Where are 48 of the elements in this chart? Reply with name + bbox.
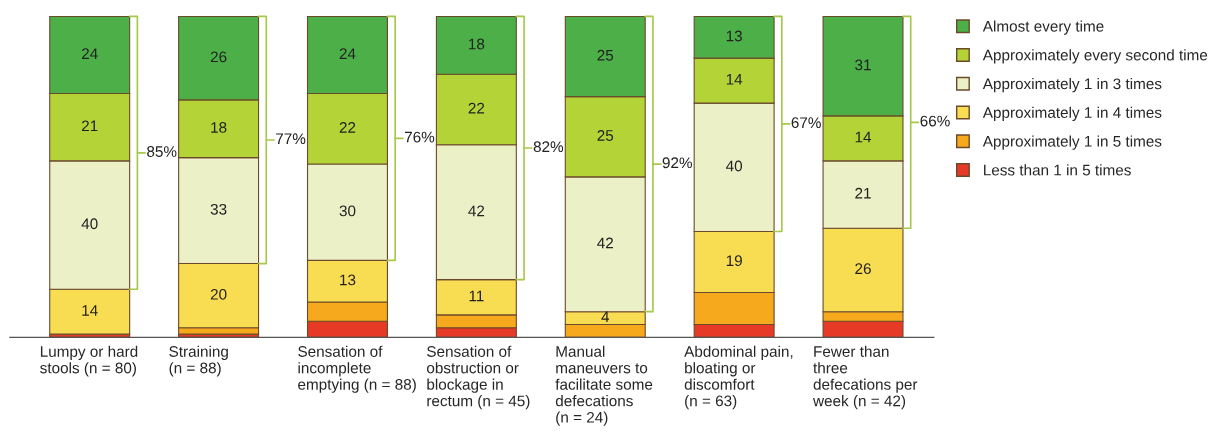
legend-label: Approximately 1 in 5 times xyxy=(982,135,1162,150)
data-label: 22 xyxy=(339,122,356,133)
data-label: 18 xyxy=(469,38,485,50)
data-label: 14 xyxy=(726,74,743,85)
data-label: 24 xyxy=(339,48,356,59)
data-label: 22 xyxy=(468,102,485,114)
data-label: 18 xyxy=(211,122,227,133)
data-label: 25 xyxy=(597,130,614,141)
legend-label: Approximately every second time xyxy=(982,49,1208,64)
data-label: 11 xyxy=(469,290,484,302)
data-label: 14 xyxy=(855,131,872,143)
legend-label: Less than 1 in 5 times xyxy=(984,164,1131,176)
data-label: 4 xyxy=(601,311,610,323)
data-label: 21 xyxy=(81,120,98,132)
data-label: 40 xyxy=(725,160,743,172)
data-label: 24 xyxy=(81,48,98,59)
annotation: 85% xyxy=(147,146,177,157)
data-label: 13 xyxy=(340,274,356,286)
data-label: 42 xyxy=(468,205,485,217)
data-label: 21 xyxy=(855,187,871,199)
x-tick-label: Lumpy or hard stools (n = 80) xyxy=(40,345,138,377)
x-tick-label: Fewer than three defecations per week (n = 42) xyxy=(813,345,918,410)
annotation: 76% xyxy=(404,131,435,143)
x-tick-label: Sensation of incomplete emptying (n = 88) xyxy=(298,345,416,393)
x-tick-label: Sensation of obstruction or blockage in rectum (n = 45) xyxy=(427,345,530,410)
data-label: 40 xyxy=(81,218,98,230)
data-label: 13 xyxy=(726,30,742,42)
legend-label: Approximately 1 in 3 times xyxy=(982,78,1162,93)
annotation: 77% xyxy=(276,133,306,145)
data-label: 26 xyxy=(210,51,227,63)
annotation: 92% xyxy=(662,157,692,169)
x-tick-label: Abdominal pain, bloating or discomfort (n = 63) xyxy=(684,345,793,410)
data-label: 19 xyxy=(726,255,742,267)
legend-label: Approximately 1 in 4 times xyxy=(982,106,1162,122)
annotation: 66% xyxy=(920,115,950,127)
x-tick-label: Straining (n = 88) xyxy=(169,345,228,377)
data-label: 20 xyxy=(210,288,227,300)
data-label: 31 xyxy=(855,59,871,71)
data-label: 42 xyxy=(597,237,613,249)
legend-label: Almost every time xyxy=(982,20,1104,35)
data-label: 25 xyxy=(597,49,614,61)
data-label: 14 xyxy=(82,305,98,316)
annotation: 67% xyxy=(791,117,821,129)
data-label: 30 xyxy=(339,205,356,217)
data-label: 33 xyxy=(210,203,227,215)
data-label: 26 xyxy=(855,263,871,275)
x-tick-label: Manual maneuvers to facilitate some defecations (n = 24) xyxy=(555,345,653,426)
annotation: 82% xyxy=(533,141,564,153)
